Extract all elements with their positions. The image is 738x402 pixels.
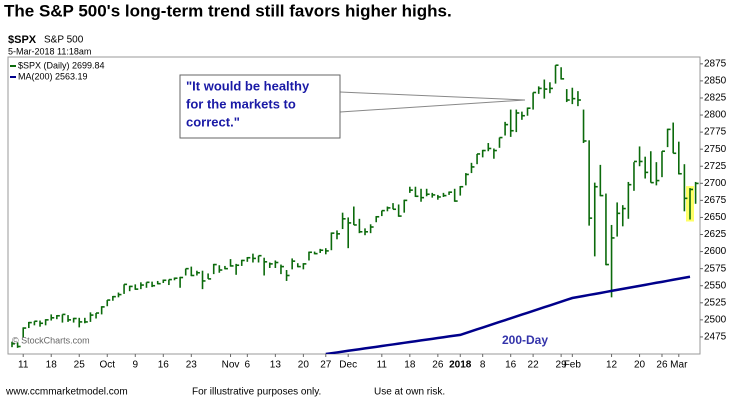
y-tick-label: 2625 bbox=[704, 229, 727, 240]
y-tick-label: 2550 bbox=[704, 280, 727, 291]
x-tick-label: Dec bbox=[339, 360, 357, 371]
x-tick-label: Feb bbox=[564, 360, 582, 371]
y-tick-label: 2525 bbox=[704, 297, 727, 308]
x-tick-label: 20 bbox=[298, 360, 310, 371]
x-tick-label: Oct bbox=[99, 360, 115, 371]
x-tick-label: 18 bbox=[404, 360, 416, 371]
x-tick-label: 2018 bbox=[449, 360, 472, 371]
y-tick-label: 2825 bbox=[704, 93, 727, 104]
x-tick-label: 29 bbox=[556, 360, 568, 371]
x-tick-label: 20 bbox=[634, 360, 646, 371]
callout-box bbox=[179, 74, 341, 139]
y-tick-label: 2600 bbox=[704, 246, 727, 257]
x-tick-label: 26 bbox=[432, 360, 444, 371]
chart-title: The S&P 500's long-term trend still favo… bbox=[4, 1, 452, 20]
callout-text: for the markets to bbox=[186, 96, 296, 111]
x-tick-label: 25 bbox=[74, 360, 86, 371]
ma-label: 200-Day bbox=[502, 333, 548, 347]
y-tick-label: 2800 bbox=[704, 110, 727, 121]
y-tick-label: 2575 bbox=[704, 263, 727, 274]
y-tick-label: 2775 bbox=[704, 127, 727, 138]
x-tick-label: 8 bbox=[480, 360, 486, 371]
y-tick-label: 2475 bbox=[704, 332, 727, 343]
y-tick-label: 2500 bbox=[704, 315, 727, 326]
y-tick-label: 2725 bbox=[704, 161, 727, 172]
x-tick-label: 18 bbox=[46, 360, 58, 371]
y-tick-label: 2650 bbox=[704, 212, 727, 223]
x-tick-label: 22 bbox=[528, 360, 540, 371]
callout-text: correct." bbox=[186, 114, 240, 129]
x-tick-label: 16 bbox=[505, 360, 517, 371]
ma-line bbox=[325, 275, 691, 354]
y-tick-label: 2875 bbox=[704, 58, 727, 69]
symbol: $SPX bbox=[8, 34, 37, 46]
x-tick-label: 27 bbox=[320, 360, 332, 371]
footer-text: www.ccmmarketmodel.com bbox=[5, 387, 128, 398]
symbol-name: S&P 500 bbox=[44, 35, 84, 46]
x-tick-label: Mar bbox=[670, 360, 688, 371]
x-tick-label: 6 bbox=[245, 360, 251, 371]
callout-pointer bbox=[339, 91, 526, 113]
footer-text: Use at own risk. bbox=[374, 387, 445, 398]
x-tick-label: 23 bbox=[186, 360, 198, 371]
timestamp: 5-Mar-2018 11:18am bbox=[8, 46, 91, 56]
x-tick-label: 26 bbox=[656, 360, 668, 371]
legend: $SPX (Daily) 2699.84 MA(200) 2563.19 bbox=[10, 60, 105, 81]
credit: © StockCharts.com bbox=[12, 335, 90, 345]
plot-area bbox=[11, 64, 699, 354]
x-tick-label: 9 bbox=[132, 360, 138, 371]
legend-entry: $SPX (Daily) 2699.84 bbox=[18, 60, 105, 70]
y-tick-label: 2850 bbox=[704, 76, 727, 87]
x-tick-label: 16 bbox=[158, 360, 170, 371]
x-tick-label: 11 bbox=[18, 360, 29, 371]
y-tick-label: 2700 bbox=[704, 178, 727, 189]
callout-text: "It would be healthy bbox=[186, 78, 310, 93]
plot-frame bbox=[7, 56, 701, 355]
footer-text: For illustrative purposes only. bbox=[192, 387, 321, 398]
legend-entry: MA(200) 2563.19 bbox=[18, 71, 88, 81]
y-tick-label: 2675 bbox=[704, 195, 727, 206]
x-tick-label: 11 bbox=[377, 360, 388, 371]
x-tick-label: 12 bbox=[606, 360, 618, 371]
y-tick-label: 2750 bbox=[704, 144, 727, 155]
callout: "It would be healthy for the markets to … bbox=[179, 74, 526, 139]
x-tick-label: Nov bbox=[222, 360, 240, 371]
x-tick-label: 13 bbox=[270, 360, 282, 371]
